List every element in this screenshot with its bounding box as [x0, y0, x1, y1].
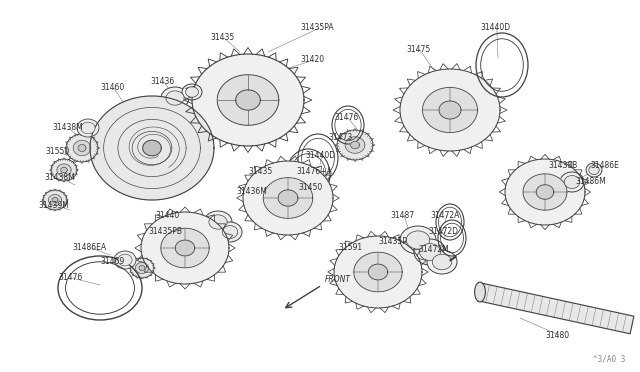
Ellipse shape — [414, 239, 446, 265]
Text: 31435: 31435 — [210, 33, 234, 42]
Ellipse shape — [406, 231, 429, 249]
Polygon shape — [345, 137, 365, 153]
Text: 31487: 31487 — [390, 211, 414, 219]
Text: 31460: 31460 — [100, 83, 124, 93]
Text: 31439M: 31439M — [38, 201, 69, 209]
Polygon shape — [236, 90, 260, 110]
Polygon shape — [337, 130, 373, 160]
Polygon shape — [351, 141, 360, 149]
Text: 31440D: 31440D — [480, 23, 510, 32]
Text: 31550: 31550 — [45, 148, 69, 157]
Text: 31476: 31476 — [58, 273, 83, 282]
Polygon shape — [136, 263, 148, 273]
Text: ^3/A0 3: ^3/A0 3 — [593, 355, 625, 364]
Text: 31440D: 31440D — [305, 151, 335, 160]
Polygon shape — [400, 69, 500, 151]
Text: 31438M: 31438M — [44, 173, 75, 183]
Polygon shape — [175, 240, 195, 256]
Polygon shape — [536, 185, 554, 199]
Polygon shape — [439, 101, 461, 119]
Polygon shape — [278, 190, 298, 206]
Polygon shape — [49, 195, 61, 205]
Text: 31480: 31480 — [545, 330, 569, 340]
Text: 31440: 31440 — [155, 211, 179, 219]
Ellipse shape — [77, 119, 99, 137]
Ellipse shape — [118, 254, 132, 266]
Text: 31436M: 31436M — [236, 187, 267, 196]
Polygon shape — [478, 283, 634, 334]
Ellipse shape — [400, 226, 436, 254]
Text: 31472M: 31472M — [418, 246, 449, 254]
Text: 31435PB: 31435PB — [148, 228, 182, 237]
Ellipse shape — [586, 163, 602, 177]
Polygon shape — [143, 140, 161, 156]
Polygon shape — [523, 174, 567, 210]
Polygon shape — [90, 96, 214, 200]
Ellipse shape — [218, 222, 242, 242]
Polygon shape — [422, 87, 477, 132]
Ellipse shape — [114, 251, 136, 269]
Polygon shape — [217, 75, 279, 125]
Text: 31486M: 31486M — [575, 177, 605, 186]
Polygon shape — [505, 159, 585, 225]
Polygon shape — [243, 161, 333, 235]
Ellipse shape — [432, 254, 452, 270]
Text: 31486E: 31486E — [590, 160, 619, 170]
Polygon shape — [43, 190, 67, 210]
Ellipse shape — [475, 282, 485, 302]
Text: 31472D: 31472D — [428, 228, 458, 237]
Polygon shape — [52, 198, 58, 202]
Polygon shape — [263, 178, 313, 218]
Text: 31486EA: 31486EA — [72, 244, 106, 253]
Polygon shape — [61, 167, 67, 173]
Text: 31450: 31450 — [298, 183, 323, 192]
Ellipse shape — [589, 166, 599, 174]
Ellipse shape — [222, 225, 238, 238]
Polygon shape — [141, 212, 229, 284]
Ellipse shape — [209, 215, 227, 229]
Polygon shape — [73, 140, 91, 156]
Polygon shape — [78, 144, 86, 151]
Polygon shape — [192, 54, 304, 146]
Ellipse shape — [564, 176, 580, 189]
Text: 31436: 31436 — [150, 77, 174, 87]
Text: 31476: 31476 — [334, 113, 358, 122]
Text: 31438M: 31438M — [52, 124, 83, 132]
Text: FRONT: FRONT — [325, 275, 351, 284]
Ellipse shape — [166, 91, 184, 105]
Text: 31475: 31475 — [406, 45, 430, 55]
Polygon shape — [369, 264, 388, 280]
Ellipse shape — [186, 87, 198, 97]
Text: 31435PA: 31435PA — [300, 23, 333, 32]
Text: 31472A: 31472A — [430, 211, 460, 219]
Polygon shape — [130, 258, 154, 278]
Polygon shape — [334, 236, 422, 308]
Ellipse shape — [161, 87, 189, 109]
Polygon shape — [57, 164, 71, 176]
Ellipse shape — [81, 122, 95, 134]
Polygon shape — [139, 266, 145, 270]
Text: 31420: 31420 — [300, 55, 324, 64]
Text: 31469: 31469 — [100, 257, 124, 266]
Text: 31435P: 31435P — [378, 237, 407, 247]
Ellipse shape — [420, 244, 440, 260]
Text: 31435: 31435 — [248, 167, 272, 176]
Ellipse shape — [560, 172, 584, 192]
Ellipse shape — [204, 211, 232, 233]
Text: 31438B: 31438B — [548, 160, 577, 170]
Text: 31591: 31591 — [338, 244, 362, 253]
Text: 31473: 31473 — [328, 134, 352, 142]
Text: 31476+A: 31476+A — [296, 167, 332, 176]
Polygon shape — [354, 252, 402, 292]
Polygon shape — [51, 159, 77, 181]
Ellipse shape — [182, 84, 202, 100]
Polygon shape — [66, 134, 98, 162]
Ellipse shape — [427, 250, 457, 274]
Polygon shape — [161, 228, 209, 268]
